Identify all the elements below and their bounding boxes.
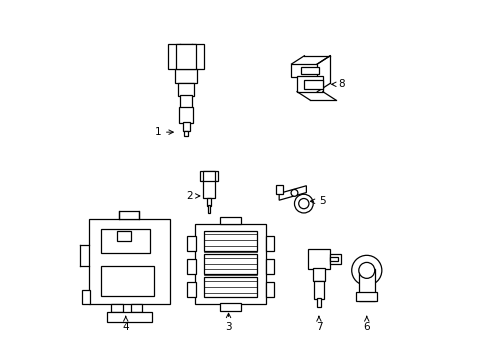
- Text: 5: 5: [310, 196, 325, 206]
- Text: 1: 1: [154, 127, 173, 137]
- Bar: [203, 231, 256, 251]
- Bar: [304, 80, 322, 89]
- Bar: [119, 211, 139, 219]
- Bar: [111, 303, 123, 312]
- Text: 7: 7: [315, 316, 322, 332]
- Bar: [203, 278, 256, 297]
- Text: 6: 6: [363, 316, 369, 332]
- Circle shape: [358, 262, 374, 278]
- Bar: [180, 95, 191, 108]
- Text: 2: 2: [186, 191, 200, 201]
- Bar: [101, 229, 149, 253]
- Bar: [187, 236, 195, 251]
- Bar: [117, 231, 131, 241]
- Bar: [168, 44, 203, 69]
- Bar: [175, 69, 196, 82]
- Bar: [300, 67, 319, 74]
- Bar: [207, 206, 210, 213]
- Bar: [187, 259, 195, 274]
- Bar: [88, 219, 170, 304]
- Bar: [195, 224, 265, 304]
- Text: 3: 3: [225, 313, 231, 332]
- Bar: [291, 64, 317, 77]
- Bar: [107, 312, 151, 322]
- Bar: [219, 216, 241, 224]
- Text: 8: 8: [331, 79, 345, 89]
- Bar: [313, 280, 323, 299]
- Bar: [296, 76, 322, 92]
- Bar: [187, 282, 195, 297]
- Bar: [358, 269, 374, 301]
- Bar: [203, 255, 256, 274]
- Bar: [313, 268, 324, 282]
- Bar: [355, 292, 377, 301]
- Polygon shape: [279, 186, 306, 200]
- Bar: [176, 44, 195, 69]
- Text: 4: 4: [122, 316, 129, 332]
- Bar: [329, 254, 341, 264]
- Bar: [275, 185, 283, 194]
- Bar: [265, 236, 274, 251]
- Bar: [219, 303, 241, 311]
- Circle shape: [290, 189, 297, 196]
- Bar: [101, 266, 153, 296]
- Bar: [206, 198, 211, 206]
- Bar: [182, 122, 189, 131]
- Bar: [183, 131, 187, 136]
- Circle shape: [351, 255, 381, 285]
- Bar: [200, 171, 218, 181]
- Bar: [203, 171, 214, 181]
- Bar: [179, 107, 192, 123]
- Bar: [265, 282, 274, 297]
- Bar: [131, 303, 141, 312]
- Bar: [203, 180, 214, 198]
- Bar: [329, 257, 337, 261]
- Bar: [178, 82, 193, 96]
- Bar: [316, 298, 321, 307]
- Circle shape: [298, 198, 308, 209]
- Bar: [82, 290, 90, 304]
- Circle shape: [294, 194, 312, 213]
- Bar: [307, 249, 329, 269]
- Bar: [265, 259, 274, 274]
